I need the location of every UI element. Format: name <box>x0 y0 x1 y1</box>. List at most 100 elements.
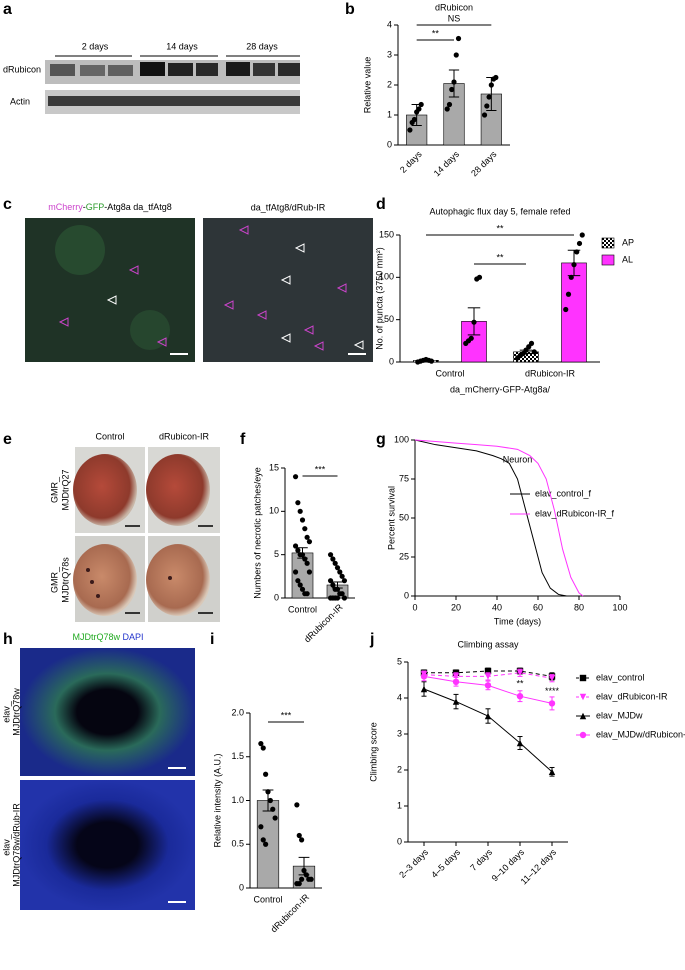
panel-label: e <box>3 431 12 448</box>
data-point <box>334 595 341 601</box>
legend-label: elav_control <box>596 672 645 682</box>
annotation: ** <box>516 679 524 689</box>
marker <box>452 698 460 705</box>
y-tick-label: 2.0 <box>231 707 244 717</box>
data-point <box>327 552 334 558</box>
y-tick-label: 0 <box>389 356 394 366</box>
y-tick-label: 5 <box>397 656 402 666</box>
data-point <box>339 573 345 579</box>
y-tick-label: 50 <box>384 314 394 324</box>
chart-title: Autophagic flux day 5, female refed <box>429 206 570 216</box>
chart-title: dRubicon <box>435 2 473 12</box>
data-point <box>304 591 310 597</box>
data-point <box>563 306 569 313</box>
marker <box>579 674 587 682</box>
column-label: dRubicon-IR <box>159 431 210 441</box>
y-axis-label: Numbers of necrotic patches/eye <box>252 467 262 599</box>
y-tick-label: 0 <box>397 836 402 846</box>
marker <box>579 712 587 720</box>
eye-images: Control dRubicon-IR GMR_ MJDtrQ27 GMR_ M… <box>49 431 220 622</box>
data-point <box>531 349 537 355</box>
image-title: mCherry-GFP-Atg8a da_tfAtg8 <box>48 202 172 212</box>
y-tick-label: 150 <box>379 229 394 239</box>
legend-label: AP <box>622 237 634 247</box>
x-tick-label: 80 <box>574 602 584 612</box>
y-axis-label: Percent survival <box>386 486 396 550</box>
x-tick-label: dRubicon-IR <box>525 368 576 378</box>
y-tick-label: 1 <box>387 109 392 119</box>
blot: 2 days 14 days 28 days dRubicon Actin <box>3 41 300 114</box>
significance-label: ** <box>496 223 504 233</box>
row-label: MJDtrQ78w <box>11 688 21 736</box>
significance-label: *** <box>315 464 326 474</box>
y-tick-label: 0 <box>274 592 279 602</box>
data-point <box>292 543 299 549</box>
data-point <box>565 291 572 297</box>
data-point <box>304 560 310 566</box>
row-label: GMR_ <box>49 566 59 593</box>
x-axis-label: Time (days) <box>494 616 541 626</box>
x-tick-label: 20 <box>451 602 461 612</box>
y-axis-label: Climbing score <box>368 722 378 782</box>
y-axis-label: No. of puncta (3750 mm²) <box>374 247 384 350</box>
y-tick-label: 15 <box>269 462 279 472</box>
x-tick-label: 28 days <box>469 149 499 179</box>
data-point <box>297 508 303 514</box>
data-point <box>292 569 299 575</box>
legend-label: elav_MJDw <box>596 710 643 720</box>
panel-label: i <box>210 631 214 648</box>
marker <box>452 673 460 680</box>
annotation: **** <box>545 686 560 696</box>
y-tick-label: 0.5 <box>231 839 244 849</box>
data-point <box>476 274 483 280</box>
x-tick-label: 7 days <box>468 847 494 873</box>
y-tick-label: 4 <box>397 692 402 702</box>
y-tick-label: 0 <box>239 882 244 892</box>
data-point <box>306 539 313 545</box>
marker <box>484 667 492 675</box>
data-point <box>299 586 306 592</box>
data-point <box>416 106 422 112</box>
y-tick-label: 75 <box>399 473 409 483</box>
microscopy-h: MJDtrQ78w DAPI elav_ MJDtrQ78w elav_ MJD… <box>1 632 195 910</box>
data-point <box>296 881 302 887</box>
data-point <box>296 832 302 839</box>
data-point <box>327 578 334 584</box>
bar <box>561 262 587 363</box>
data-point <box>341 578 348 584</box>
row-label: GMR_ <box>49 476 59 503</box>
marker <box>452 678 460 685</box>
lane-label: 14 days <box>166 41 198 51</box>
data-point <box>481 112 488 118</box>
x-tick-label: 40 <box>492 602 502 612</box>
legend-label: elav_MJDw/dRubicon-IR <box>596 729 685 739</box>
data-point <box>294 802 300 808</box>
data-point <box>455 35 462 42</box>
series-line <box>414 439 584 597</box>
data-point <box>449 86 455 93</box>
x-tick-label: 2 days <box>398 149 424 175</box>
legend-label: elav_dRubicon-IR_f <box>535 508 615 518</box>
chart-title: Neuron <box>503 454 533 464</box>
y-tick-label: 0 <box>387 139 392 149</box>
data-point <box>260 745 266 751</box>
marker <box>579 693 587 701</box>
legend-label: elav_dRubicon-IR <box>596 691 668 701</box>
column-label: Control <box>95 431 124 441</box>
data-point <box>330 582 336 588</box>
data-point <box>267 797 273 804</box>
series-line <box>423 688 553 773</box>
row-label: elav_ <box>1 700 11 723</box>
lane-label: 28 days <box>246 41 278 51</box>
panel-label: c <box>3 196 12 213</box>
data-point <box>446 101 453 108</box>
y-tick-label: 3 <box>387 49 392 59</box>
data-point <box>484 103 490 109</box>
panel-label: b <box>345 1 355 18</box>
significance-label: *** <box>281 710 292 720</box>
data-point <box>334 565 341 571</box>
y-tick-label: 0 <box>404 590 409 600</box>
data-point <box>292 474 299 480</box>
data-point <box>308 876 314 882</box>
y-tick-label: 50 <box>399 512 409 522</box>
